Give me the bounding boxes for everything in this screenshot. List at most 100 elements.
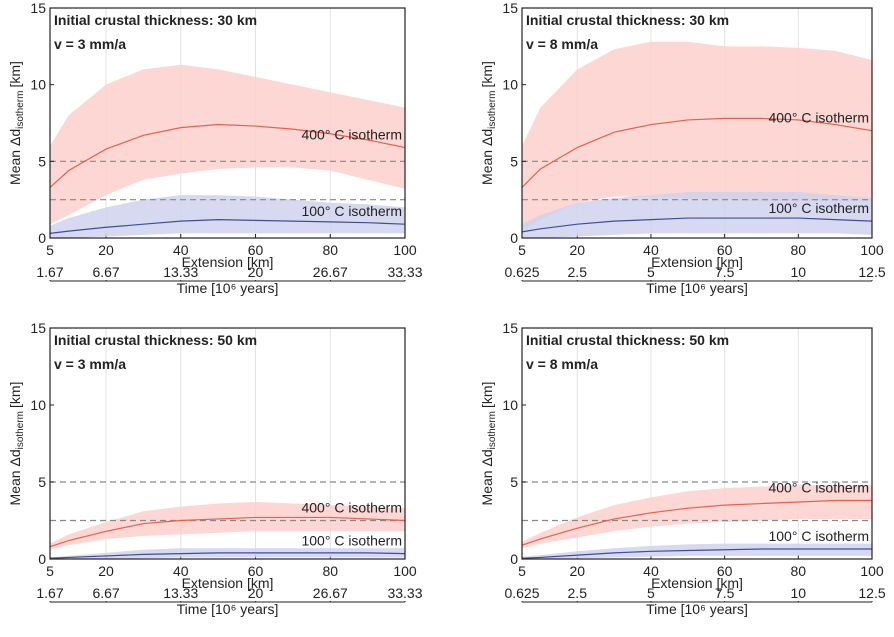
y-label-main: Mean Δd: [479, 129, 495, 185]
plot-frame: [521, 7, 873, 239]
x2-tick-label: 20: [248, 264, 264, 280]
y-tick-label: 10: [502, 397, 518, 413]
y-label-sub: isotherm: [487, 91, 498, 129]
y-label-unit: [km]: [7, 61, 23, 87]
x2-tick-label: 1.67: [36, 585, 63, 601]
series-label: 100° C isotherm: [301, 533, 402, 549]
x-axis-label: Extension [km]: [182, 575, 274, 591]
band: [522, 543, 872, 559]
y-label-main: Mean Δd: [7, 129, 23, 185]
x2-tick-label: 2.5: [568, 585, 588, 601]
x2-tick-label: 13.33: [163, 585, 198, 601]
band: [50, 502, 405, 550]
x-tick-label: 40: [643, 242, 659, 258]
band: [522, 41, 872, 231]
mean-line: [521, 548, 872, 559]
x2-tick-label: 33.33: [387, 264, 422, 280]
series-label: 100° C isotherm: [768, 528, 869, 544]
x-tick-label: 20: [98, 563, 114, 579]
x2-tick-label: 26.67: [313, 585, 348, 601]
y-label-unit: [km]: [479, 61, 495, 87]
x2-tick-label: 12.5: [858, 585, 885, 601]
y-tick-label: 10: [30, 77, 46, 93]
plot-frame: [49, 327, 406, 560]
band: [522, 192, 872, 238]
panel-title: Initial crustal thickness: 50 km: [526, 332, 729, 348]
panel-title: Initial crustal thickness: 30 km: [54, 12, 257, 28]
x-tick-label: 80: [791, 563, 807, 579]
mean-line: [49, 218, 406, 234]
y-tick-label: 10: [30, 397, 46, 413]
x2-tick-label: 5: [647, 264, 655, 280]
x-tick-label: 100: [393, 242, 417, 258]
plot-frame: [521, 327, 873, 560]
x-tick-label: 5: [518, 563, 526, 579]
y-tick-label: 10: [502, 77, 518, 93]
panel-subtitle: v = 3 mm/a: [54, 356, 126, 372]
y-tick-label: 15: [502, 0, 518, 16]
x2-tick-label: 0.625: [504, 585, 539, 601]
x-tick-label: 20: [569, 242, 585, 258]
x-tick-label: 100: [393, 563, 417, 579]
x2-tick-label: 7.5: [715, 264, 735, 280]
x2-tick-label: 5: [647, 585, 655, 601]
panel-subtitle: v = 8 mm/a: [526, 356, 598, 372]
x-tick-label: 40: [643, 563, 659, 579]
series-label: 400° C isotherm: [768, 110, 869, 126]
y-tick-label: 0: [510, 230, 518, 246]
x2-tick-label: 6.67: [92, 585, 119, 601]
y-label-main: Mean Δd: [7, 449, 23, 505]
x2-tick-label: 12.5: [858, 264, 885, 280]
mean-line: [521, 117, 873, 188]
mean-line: [49, 552, 406, 559]
x2-tick-label: 26.67: [313, 264, 348, 280]
x-tick-label: 100: [860, 563, 884, 579]
x-tick-label: 20: [98, 242, 114, 258]
x-tick-label: 100: [860, 242, 884, 258]
y-axis-label: Mean Δdisotherm [km]: [7, 382, 26, 506]
y-tick-label: 5: [38, 474, 46, 490]
panel-title: Initial crustal thickness: 50 km: [54, 332, 257, 348]
y-label-sub: isotherm: [15, 91, 26, 129]
band: [50, 548, 405, 559]
x2-tick-label: 10: [791, 264, 807, 280]
series-label: 400° C isotherm: [301, 500, 402, 516]
plot-frame: [49, 7, 406, 239]
y-tick-label: 15: [30, 0, 46, 16]
mean-line: [49, 516, 406, 548]
y-tick-label: 5: [510, 474, 518, 490]
mean-line: [521, 217, 873, 233]
y-tick-label: 0: [510, 551, 518, 567]
x2-tick-label: 6.67: [92, 264, 119, 280]
x2-tick-label: 10: [791, 585, 807, 601]
x2-tick-label: 33.33: [387, 585, 422, 601]
y-tick-label: 5: [38, 153, 46, 169]
x2-tick-label: 7.5: [715, 585, 735, 601]
x2-tick-label: 13.33: [163, 264, 198, 280]
series-label: 400° C isotherm: [301, 127, 402, 143]
x2-axis-label: Time [10⁶ years]: [646, 601, 748, 617]
x-tick-label: 60: [248, 563, 264, 579]
x-tick-label: 40: [173, 242, 189, 258]
y-tick-label: 15: [502, 320, 518, 336]
x-axis-label: Extension [km]: [182, 254, 274, 270]
y-label-unit: [km]: [479, 382, 495, 408]
x-tick-label: 60: [717, 563, 733, 579]
x-tick-label: 80: [791, 242, 807, 258]
x-tick-label: 5: [46, 563, 54, 579]
x2-tick-label: 0.625: [504, 264, 539, 280]
y-label-sub: isotherm: [15, 411, 26, 449]
x-tick-label: 80: [322, 242, 338, 258]
x-tick-label: 60: [248, 242, 264, 258]
x2-tick-label: 2.5: [568, 264, 588, 280]
x-tick-label: 5: [518, 242, 526, 258]
series-label: 400° C isotherm: [768, 479, 869, 495]
x2-axis-label: Time [10⁶ years]: [646, 280, 748, 296]
mean-line: [49, 123, 406, 188]
x-tick-label: 40: [173, 563, 189, 579]
y-axis-label: Mean Δdisotherm [km]: [479, 382, 498, 506]
mean-line: [521, 499, 872, 546]
